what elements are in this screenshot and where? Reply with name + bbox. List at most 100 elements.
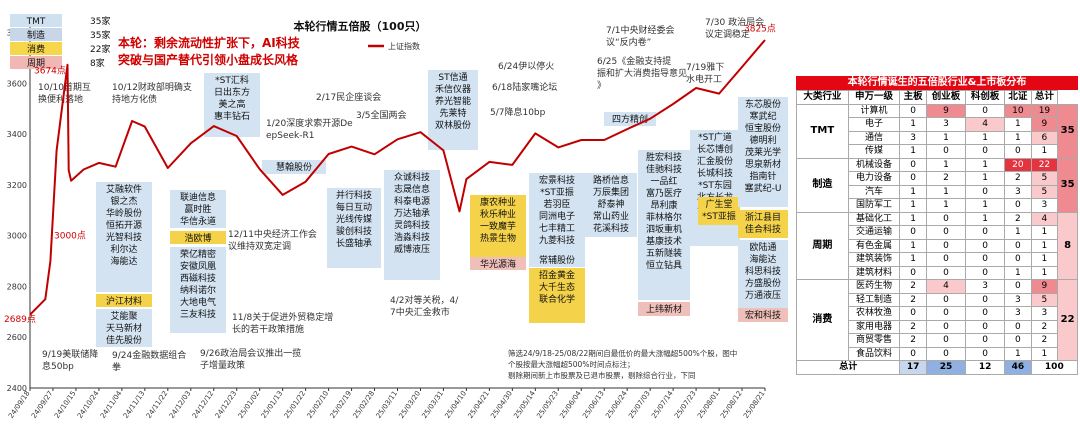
industry-name: 商贸零售 bbox=[847, 333, 901, 348]
table-cell: 0 bbox=[925, 238, 967, 253]
industry-name: 传媒 bbox=[847, 144, 901, 159]
table-row: 有色金属 1 0 0 0 1 bbox=[797, 238, 1078, 253]
row-total-cell: 19 bbox=[1030, 103, 1059, 118]
table-cell: 1 bbox=[899, 144, 927, 159]
stock-box-s14d-bg bbox=[738, 308, 788, 322]
event-text: 息50bp bbox=[42, 360, 74, 372]
table-cell: 4 bbox=[965, 117, 1006, 132]
x-tick-label: 25/04/30 bbox=[489, 390, 514, 420]
stock-box-s9c-bg bbox=[529, 268, 585, 323]
table-header-cell: 北证 bbox=[1004, 90, 1032, 105]
industry-name: 有色金属 bbox=[847, 238, 901, 253]
event-text: 议维持双宽定调 bbox=[228, 240, 291, 252]
industry-name: 基础化工 bbox=[847, 211, 901, 226]
industry-name: 建筑装饰 bbox=[847, 252, 901, 267]
stock-box-s9c: 联合化学 bbox=[539, 293, 575, 305]
group-name: 制造 bbox=[796, 157, 849, 213]
table-row: 农林牧渔 0 0 0 3 3 bbox=[797, 306, 1078, 321]
stock-box-s2: 赢时胜 bbox=[184, 203, 211, 215]
table-cell: 2 bbox=[899, 319, 927, 334]
stock-box-s9b: 常辅股份 bbox=[539, 254, 575, 266]
event-text: 子增量政策 bbox=[200, 359, 245, 371]
total-cell: 17 bbox=[899, 360, 927, 375]
stock-box-s3: 惠丰钻石 bbox=[214, 110, 250, 122]
stock-box-s13: *ST东园 bbox=[698, 179, 732, 191]
stock-box-s14c: 万通液压 bbox=[745, 289, 781, 301]
x-tick-label: 25/03/11 bbox=[375, 390, 400, 420]
row-total-cell: 4 bbox=[1030, 211, 1059, 226]
table-cell: 3 bbox=[1004, 292, 1032, 307]
stock-box-s12b-bg bbox=[638, 302, 690, 316]
label-high: 3825点 bbox=[744, 23, 776, 34]
stock-box-s12: 基康技术 bbox=[646, 235, 682, 247]
label-low: 2689点 bbox=[4, 314, 36, 325]
table-header-cell: 大类行业 bbox=[796, 90, 849, 105]
table-cell: 0 bbox=[965, 333, 1006, 348]
chart-title: 本轮行情五倍股（100只） bbox=[294, 19, 427, 33]
table-cell: 0 bbox=[899, 265, 927, 280]
grand-total: 100 bbox=[1030, 360, 1079, 375]
table-cell: 0 bbox=[925, 225, 967, 240]
x-tick-label: 25/04/10 bbox=[443, 390, 468, 420]
stock-box-s1: 华岭股份 bbox=[106, 207, 142, 219]
table-cell: 1 bbox=[925, 184, 967, 199]
x-tick-label: 25/07/23 bbox=[673, 390, 698, 420]
stock-box-s7: ST信通 bbox=[438, 71, 467, 83]
event-text: 振和扩大消费指导意见 bbox=[597, 67, 687, 79]
stock-box-s6: 众诚科技 bbox=[394, 171, 430, 183]
industry-name: 轻工制造 bbox=[847, 292, 901, 307]
table-cell: 3 bbox=[899, 130, 927, 145]
table-cell: 0 bbox=[1004, 198, 1032, 213]
side-table: 本轮行情诞生的五倍股行业&上市板分布 大类行业 申万一级 主板 创业板 科创板 北证 总计 T… bbox=[795, 76, 1079, 375]
stock-box-s6: 科泰电源 bbox=[394, 195, 430, 207]
group-total: 22 bbox=[1057, 279, 1078, 361]
table-cell: 1 bbox=[965, 211, 1006, 226]
row-total-cell: 1 bbox=[1030, 346, 1059, 361]
table-cell: 0 bbox=[1004, 144, 1032, 159]
x-tick-label: 24/09/18 bbox=[7, 390, 32, 420]
table-cell: 20 bbox=[1004, 157, 1032, 172]
y-tick-label: 2800 bbox=[7, 282, 27, 291]
event-text: 》 bbox=[597, 80, 606, 91]
stock-box-s1c: 艾能聚 bbox=[110, 310, 137, 322]
stock-box-s12-bg bbox=[638, 150, 690, 300]
group-total: 35 bbox=[1057, 157, 1078, 213]
chart-svg: 2400260028003000320034003600380024/09/18… bbox=[4, 14, 788, 420]
tag-swatch bbox=[10, 42, 62, 55]
stock-box-s4-bg bbox=[262, 160, 326, 174]
event-text: 1/20深度求索开源De bbox=[266, 117, 353, 129]
table-cell: 0 bbox=[965, 238, 1006, 253]
event-text: 换便利落地 bbox=[38, 93, 83, 105]
table-row: 交通运输 0 0 0 1 1 bbox=[797, 225, 1078, 240]
chart-area: 2400260028003000320034003600380024/09/18… bbox=[4, 14, 788, 420]
stock-box-s5: 光线传媒 bbox=[336, 213, 372, 225]
table-row: 汽车 1 1 0 3 5 bbox=[797, 184, 1078, 199]
stock-box-s14c-bg bbox=[738, 240, 788, 308]
tag-swatch bbox=[10, 28, 62, 41]
event-text: 议定调稳定 bbox=[705, 28, 750, 40]
table-cell: 3 bbox=[965, 279, 1006, 294]
stock-box-s1: 银之杰 bbox=[110, 195, 137, 207]
row-total-cell: 9 bbox=[1030, 279, 1059, 294]
series-line bbox=[29, 39, 766, 316]
table-cell: 0 bbox=[899, 171, 927, 186]
event-text: 12/11中央经济工作会 bbox=[228, 228, 317, 240]
stock-box-s5-bg bbox=[327, 188, 381, 268]
group-name: 周期 bbox=[796, 211, 849, 280]
stock-box-s2c: 三友科技 bbox=[180, 308, 216, 320]
table-cell: 0 bbox=[1004, 252, 1032, 267]
stock-box-s14: 德明利 bbox=[749, 134, 776, 146]
x-tick-label: 25/02/19 bbox=[329, 390, 354, 420]
x-tick-label: 24/11/13 bbox=[122, 390, 147, 420]
table-cell: 0 bbox=[965, 225, 1006, 240]
group-total: 8 bbox=[1057, 211, 1078, 280]
stock-box-s14c: 海能达 bbox=[749, 253, 776, 265]
stock-box-s8: 一致魔芋 bbox=[480, 220, 516, 232]
table-row: 通信 3 1 1 1 6 bbox=[797, 130, 1078, 145]
table-cell: 0 bbox=[925, 319, 967, 334]
stock-box-s14b: 浙江县目 bbox=[745, 211, 781, 223]
event-text: 7/30 政治局会 bbox=[705, 16, 764, 28]
stock-box-s13b-bg bbox=[698, 197, 740, 225]
table-cell: 0 bbox=[965, 103, 1006, 118]
stock-box-s6: 万达轴承 bbox=[394, 207, 430, 219]
